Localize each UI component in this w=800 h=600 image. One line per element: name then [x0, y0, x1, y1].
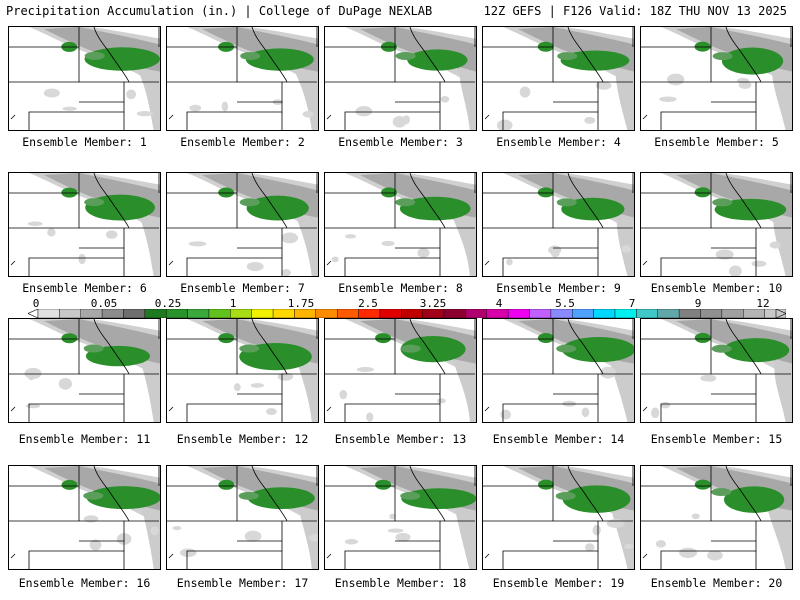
ensemble-member-map — [166, 172, 319, 277]
ensemble-member-map — [482, 465, 635, 570]
colorbar-tick-label: 4 — [495, 297, 503, 310]
colorbar-tick-label: 3.25 — [419, 297, 447, 310]
colorbar-swatch — [208, 309, 231, 318]
colorbar-swatch — [529, 309, 552, 318]
colorbar-swatch — [422, 309, 445, 318]
colorbar-swatch — [572, 309, 594, 318]
colorbar-swatch — [743, 309, 765, 318]
colorbar-swatch — [80, 309, 103, 318]
colorbar-tick-label: 12 — [756, 297, 770, 310]
ensemble-member-label: Ensemble Member: 6 — [22, 281, 147, 295]
ensemble-member-map — [166, 26, 319, 131]
ensemble-member-map — [8, 465, 161, 570]
colorbar-swatch — [123, 309, 146, 318]
colorbar-tick-label: 2.5 — [358, 297, 378, 310]
ensemble-member-map — [166, 318, 319, 423]
ensemble-member-label: Ensemble Member: 1 — [22, 135, 147, 149]
colorbar-swatch — [657, 309, 680, 318]
colorbar-swatch — [465, 309, 487, 318]
colorbar-right-arrow — [775, 309, 786, 318]
ensemble-member-label: Ensemble Member: 4 — [496, 135, 621, 149]
colorbar-swatch — [59, 309, 81, 318]
colorbar-tick-label: 0.25 — [154, 297, 182, 310]
colorbar-swatch — [443, 309, 466, 318]
ensemble-member-map — [482, 26, 635, 131]
colorbar-swatch — [379, 309, 402, 318]
ensemble-member-map — [324, 465, 477, 570]
ensemble-member-map — [640, 318, 793, 423]
ensemble-member-label: Ensemble Member: 18 — [334, 576, 467, 590]
colorbar-tick-label: 9 — [694, 297, 702, 310]
ensemble-member-label: Ensemble Member: 17 — [176, 576, 309, 590]
precipitation-colorbar — [28, 309, 786, 318]
colorbar-swatch — [315, 309, 338, 318]
ensemble-member-map — [324, 318, 477, 423]
colorbar-tick-label: 7 — [628, 297, 636, 310]
ensemble-member-map — [8, 172, 161, 277]
ensemble-member-label: Ensemble Member: 5 — [654, 135, 779, 149]
ensemble-member-label: Ensemble Member: 14 — [492, 432, 625, 446]
ensemble-member-label: Ensemble Member: 12 — [176, 432, 309, 446]
colorbar-swatch — [486, 309, 509, 318]
colorbar-swatch — [593, 309, 616, 318]
colorbar-left-arrow — [28, 309, 39, 318]
ensemble-member-label: Ensemble Member: 8 — [338, 281, 463, 295]
colorbar-swatch — [721, 309, 744, 318]
ensemble-member-label: Ensemble Member: 2 — [180, 135, 305, 149]
colorbar-tick-label: 0.05 — [90, 297, 118, 310]
colorbar-swatch — [507, 309, 530, 318]
ensemble-member-map — [8, 318, 161, 423]
colorbar-swatch — [636, 309, 658, 318]
ensemble-member-label: Ensemble Member: 16 — [18, 576, 151, 590]
ensemble-member-label: Ensemble Member: 19 — [492, 576, 625, 590]
colorbar-swatch — [358, 309, 381, 318]
colorbar-tick-label: 0 — [32, 297, 40, 310]
colorbar-tick-label: 5.5 — [555, 297, 575, 310]
colorbar-swatch — [294, 309, 317, 318]
ensemble-member-map — [640, 26, 793, 131]
colorbar-swatch — [101, 309, 124, 318]
map-title: Precipitation Accumulation (in.) | Colle… — [6, 4, 433, 18]
ensemble-member-map — [324, 26, 477, 131]
colorbar-swatch — [764, 309, 786, 318]
ensemble-member-label: Ensemble Member: 7 — [180, 281, 305, 295]
colorbar-swatch — [37, 309, 60, 318]
ensemble-member-map — [324, 172, 477, 277]
ensemble-member-label: Ensemble Member: 11 — [18, 432, 151, 446]
ensemble-member-label: Ensemble Member: 13 — [334, 432, 467, 446]
colorbar-swatch — [187, 309, 210, 318]
colorbar-swatch — [550, 309, 573, 318]
ensemble-member-label: Ensemble Member: 15 — [650, 432, 783, 446]
ensemble-member-map — [482, 318, 635, 423]
colorbar-swatch — [700, 309, 723, 318]
colorbar-swatch — [166, 309, 188, 318]
colorbar-swatch — [614, 309, 637, 318]
colorbar-swatch — [678, 309, 701, 318]
ensemble-member-map — [640, 172, 793, 277]
colorbar-swatch — [144, 309, 167, 318]
model-run-info: 12Z GEFS | F126 Valid: 18Z THU NOV 13 20… — [483, 4, 787, 18]
colorbar-swatch — [251, 309, 274, 318]
ensemble-member-label: Ensemble Member: 9 — [496, 281, 621, 295]
colorbar-swatch — [230, 309, 252, 318]
ensemble-member-map — [8, 26, 161, 131]
ensemble-member-map — [640, 465, 793, 570]
colorbar-swatch — [337, 309, 359, 318]
colorbar-swatch — [272, 309, 295, 318]
ensemble-member-label: Ensemble Member: 20 — [650, 576, 783, 590]
colorbar-tick-label: 1 — [229, 297, 237, 310]
ensemble-member-map — [482, 172, 635, 277]
ensemble-member-map — [166, 465, 319, 570]
ensemble-member-label: Ensemble Member: 10 — [650, 281, 783, 295]
colorbar-tick-label: 1.75 — [287, 297, 315, 310]
ensemble-member-label: Ensemble Member: 3 — [338, 135, 463, 149]
colorbar-swatch — [401, 309, 423, 318]
